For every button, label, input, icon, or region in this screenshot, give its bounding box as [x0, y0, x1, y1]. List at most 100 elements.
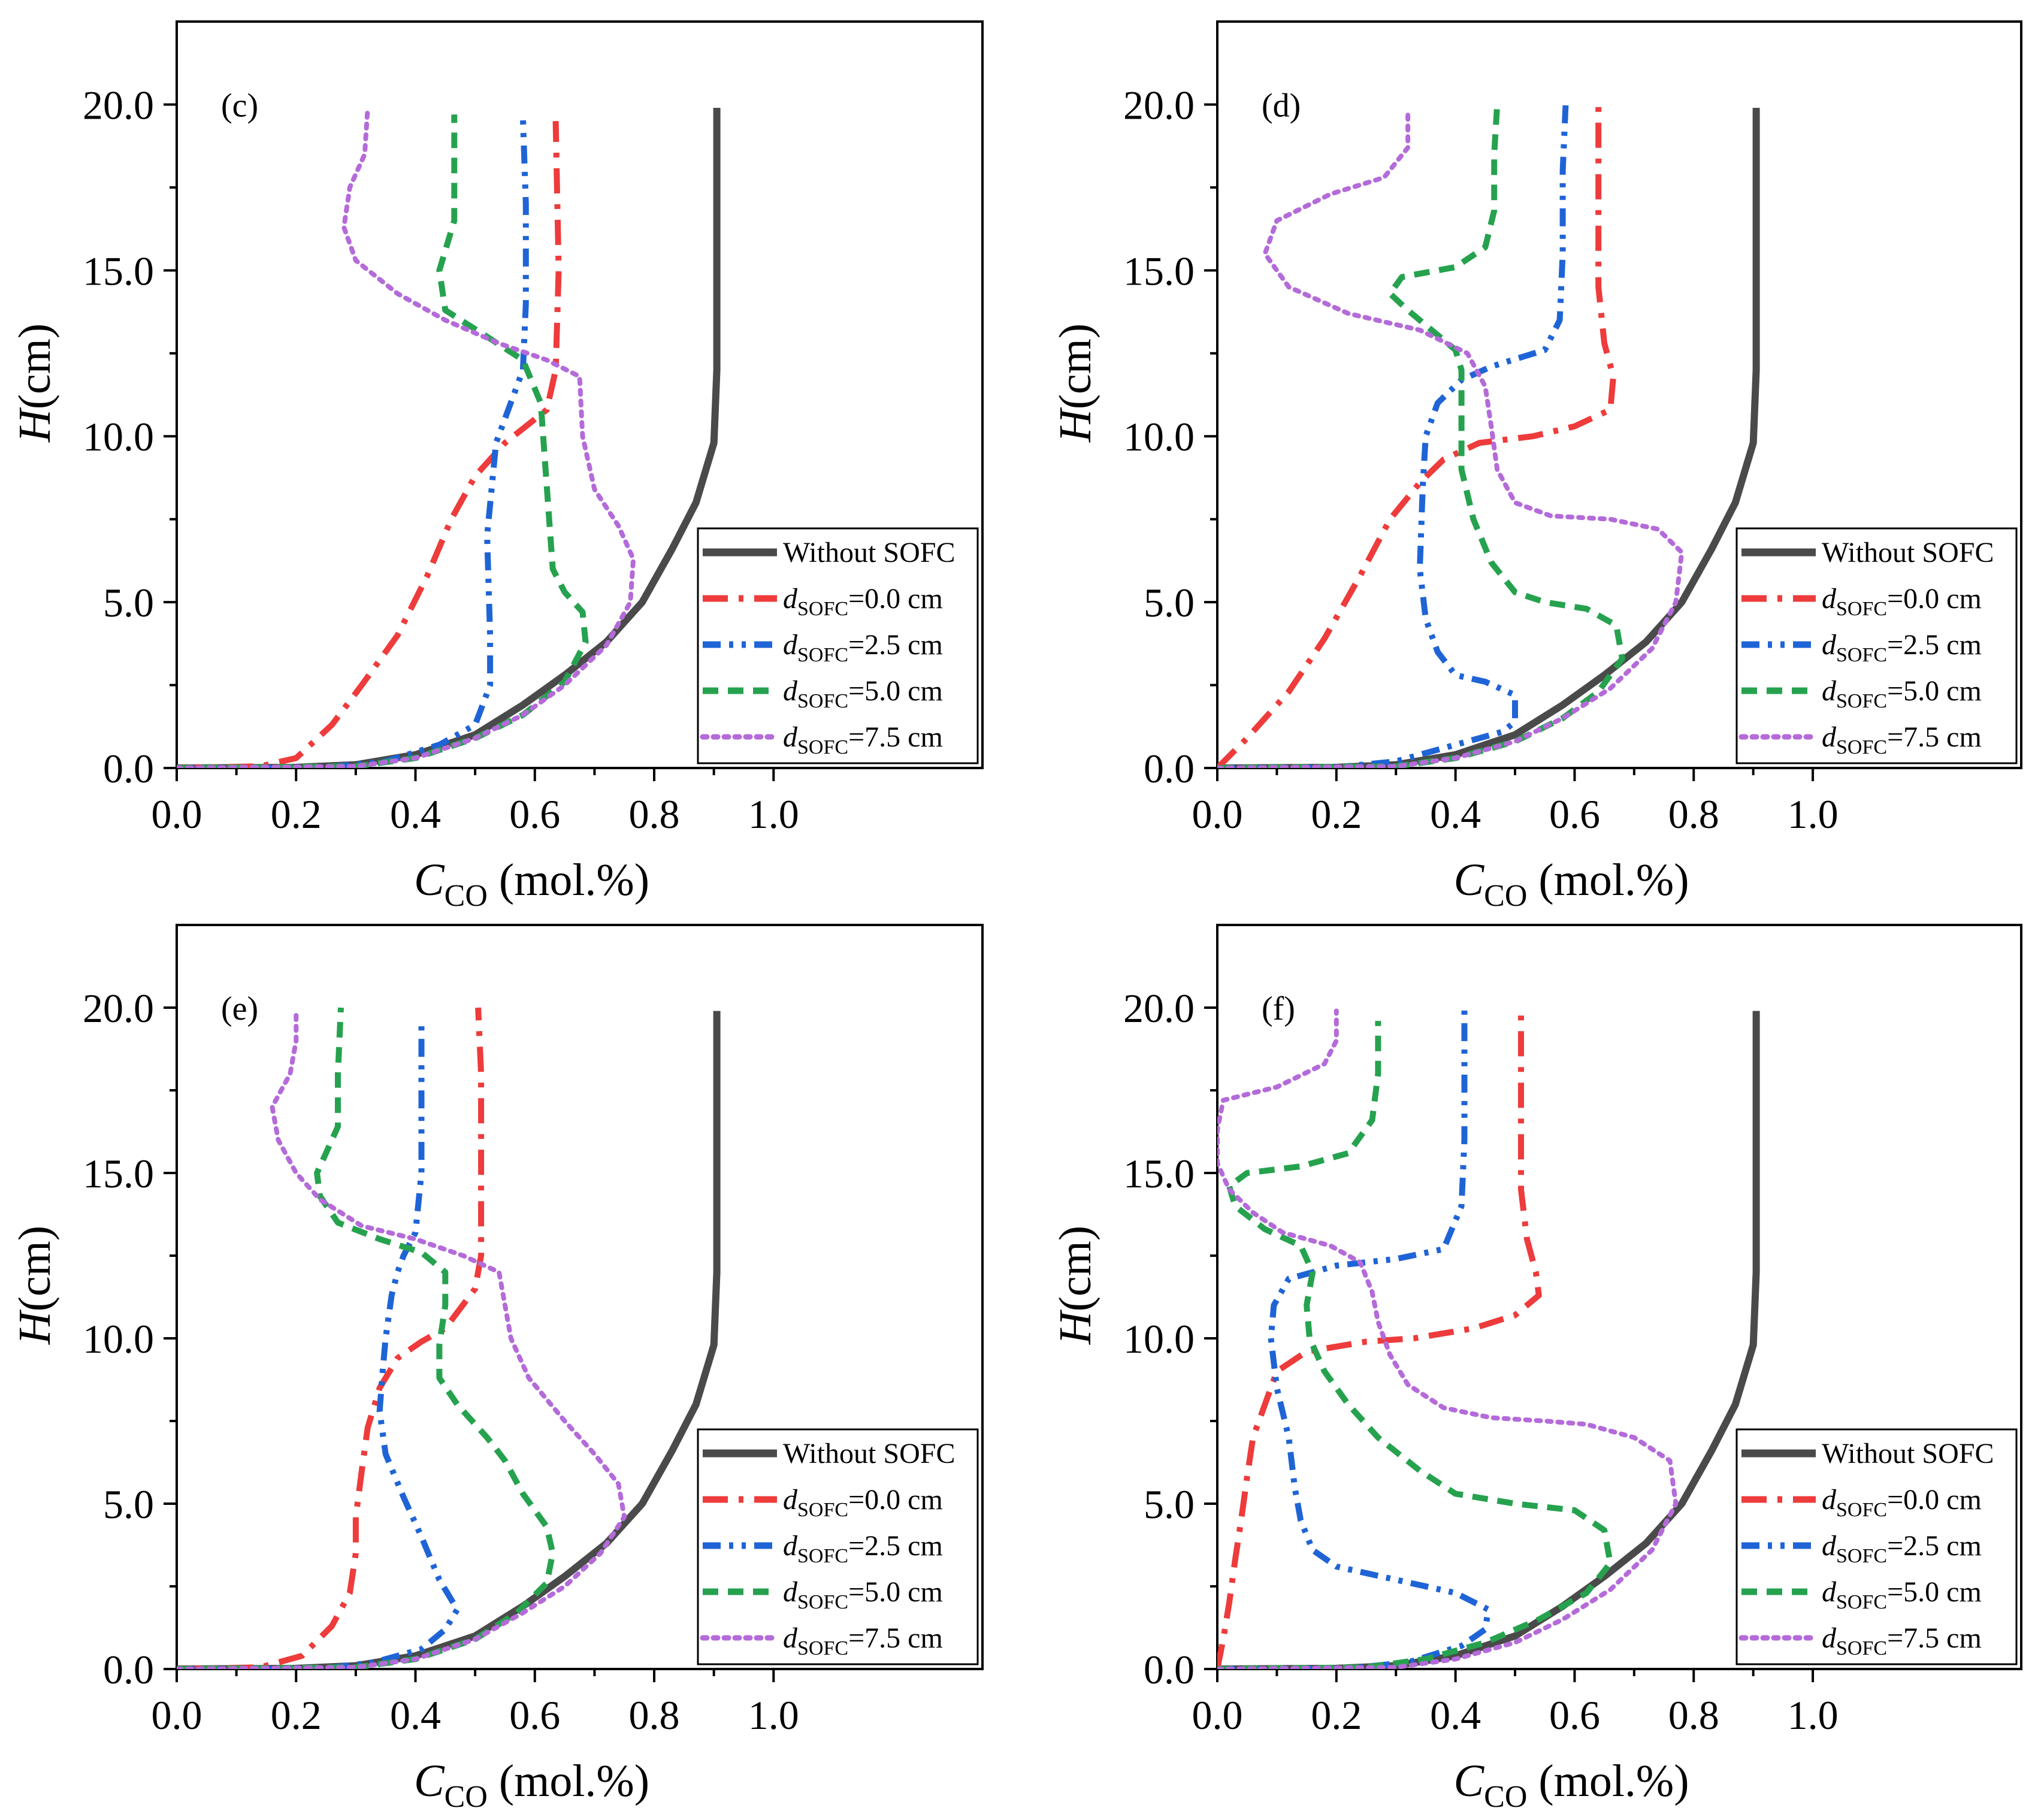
- y-tick-label: 15.0: [1123, 1151, 1195, 1196]
- x-tick-label: 0.4: [1430, 791, 1481, 837]
- y-tick-label: 10.0: [83, 1316, 154, 1362]
- legend-label: dSOFC=2.5 cm: [783, 629, 943, 666]
- y-tick-label: 10.0: [1123, 414, 1195, 459]
- legend-label: dSOFC=7.5 cm: [783, 721, 943, 758]
- y-axis-label: H(cm): [10, 1226, 60, 1345]
- legend-label: dSOFC=7.5 cm: [1822, 1622, 1982, 1659]
- y-tick-label: 15.0: [83, 248, 154, 294]
- series-line: [1217, 104, 1625, 768]
- series-line: [1217, 108, 1760, 768]
- series-line: [1217, 1008, 1542, 1669]
- y-tick-label: 5.0: [103, 1482, 154, 1527]
- x-tick-label: 0.6: [1549, 1692, 1600, 1738]
- x-tick-label: 1.0: [748, 791, 799, 837]
- legend-label: dSOFC=0.0 cm: [783, 1484, 943, 1521]
- x-tick-label: 0.2: [1311, 1692, 1362, 1738]
- series-line: [1217, 104, 1617, 768]
- legend: Without SOFC dSOFC=0.0 cm dSOFC=2.5 cm dSOF…: [1735, 527, 2018, 764]
- legend-label: dSOFC=0.0 cm: [1822, 1484, 1982, 1521]
- x-tick-label: 0.8: [1668, 1692, 1719, 1738]
- legend-frame: [697, 1428, 979, 1665]
- series-line: [177, 1007, 556, 1669]
- panel-label: (d): [1262, 87, 1301, 124]
- series-line: [1217, 1008, 1679, 1669]
- x-tick-label: 0.2: [271, 1692, 322, 1738]
- y-tick-label: 0.0: [1144, 746, 1195, 791]
- y-tick-label: 0.0: [103, 1647, 154, 1692]
- legend-label: Without SOFC: [1822, 1438, 1994, 1470]
- legend: Without SOFC dSOFC=0.0 cm dSOFC=2.5 cm dSOF…: [1735, 1428, 2018, 1665]
- series-line: [177, 108, 721, 768]
- y-tick-label: 10.0: [83, 414, 154, 459]
- series-line: [1217, 1008, 1492, 1669]
- series-line: [1217, 108, 1685, 768]
- plot-frame: [1216, 924, 2022, 1670]
- series-line: [177, 117, 529, 768]
- legend-label: Without SOFC: [783, 1438, 955, 1470]
- y-tick-label: 20.0: [1123, 82, 1195, 128]
- y-tick-label: 5.0: [1144, 580, 1195, 625]
- x-tick-label: 0.4: [390, 1692, 441, 1738]
- y-tick-label: 15.0: [83, 1151, 154, 1196]
- x-tick-label: 1.0: [1788, 791, 1839, 837]
- legend-label: dSOFC=5.0 cm: [783, 1576, 943, 1613]
- series-line: [177, 1012, 627, 1669]
- x-tick-label: 0.6: [1549, 791, 1600, 837]
- x-tick-label: 0.0: [152, 791, 202, 837]
- y-tick-label: 20.0: [83, 82, 154, 128]
- series-line: [1217, 1011, 1760, 1669]
- y-tick-label: 20.0: [83, 985, 154, 1031]
- x-tick-label: 0.4: [1430, 1692, 1481, 1738]
- panel-e: 0.0 0.2 0.4 0.6 0.8 1.0 0.0 5.0 10.0 15.0 20.0 (e) C…: [10, 924, 984, 1814]
- plot-frame: [1216, 20, 2022, 769]
- y-tick-label: 0.0: [103, 746, 154, 791]
- panel-f: 0.0 0.2 0.4 0.6 0.8 1.0 0.0 5.0 10.0 15.0 20.0 (f) C…: [1050, 924, 2022, 1814]
- y-tick-label: 10.0: [1123, 1316, 1195, 1362]
- series-line: [1217, 104, 1569, 768]
- x-axis-label: CCO (mol.%): [414, 855, 649, 913]
- y-axis-label: H(cm): [1050, 324, 1100, 443]
- x-tick-label: 0.8: [629, 791, 680, 837]
- legend-label: dSOFC=2.5 cm: [783, 1530, 943, 1567]
- y-tick-label: 0.0: [1144, 1647, 1195, 1692]
- panel-label: (e): [221, 990, 258, 1027]
- panel-d: 0.0 0.2 0.4 0.6 0.8 1.0 0.0 5.0 10.0 15.0 20.0 (d) C…: [1050, 20, 2022, 913]
- x-tick-label: 0.8: [1668, 791, 1719, 837]
- legend: Without SOFC dSOFC=0.0 cm dSOFC=2.5 cm dSOF…: [697, 1428, 979, 1665]
- series-line: [177, 1007, 485, 1669]
- x-tick-label: 0.0: [1192, 791, 1243, 837]
- series-line: [1217, 1021, 1614, 1669]
- x-tick-label: 0.2: [1311, 791, 1362, 837]
- series-line: [177, 105, 636, 768]
- legend-label: dSOFC=7.5 cm: [1822, 721, 1982, 758]
- series-line: [177, 120, 562, 768]
- plot-frame: [176, 924, 984, 1670]
- y-tick-label: 15.0: [1123, 248, 1195, 294]
- legend-label: dSOFC=5.0 cm: [783, 675, 943, 712]
- legend-label: dSOFC=2.5 cm: [1822, 629, 1982, 666]
- series-line: [177, 1011, 721, 1669]
- legend-label: dSOFC=0.0 cm: [783, 583, 943, 620]
- x-tick-label: 0.8: [629, 1692, 680, 1738]
- x-axis-label: CCO (mol.%): [1453, 1756, 1689, 1814]
- y-tick-label: 20.0: [1123, 985, 1195, 1031]
- legend-label: dSOFC=0.0 cm: [1822, 583, 1982, 620]
- x-tick-label: 0.2: [271, 791, 322, 837]
- legend: Without SOFC dSOFC=0.0 cm dSOFC=2.5 cm dSOF…: [697, 527, 979, 764]
- legend-label: dSOFC=5.0 cm: [1822, 1576, 1982, 1613]
- panel-c: 0.0 0.2 0.4 0.6 0.8 1.0 0.0 5.0 10.0 15.0 20.0 (c) C…: [10, 20, 984, 913]
- y-axis-label: H(cm): [1050, 1226, 1100, 1345]
- legend-label: dSOFC=2.5 cm: [1822, 1530, 1982, 1567]
- x-axis-label: CCO (mol.%): [1453, 855, 1689, 913]
- y-tick-label: 5.0: [103, 580, 154, 625]
- x-tick-label: 0.6: [509, 791, 560, 837]
- panel-label: (f): [1262, 990, 1295, 1027]
- x-tick-label: 1.0: [748, 1692, 799, 1738]
- x-tick-label: 0.0: [1192, 1692, 1243, 1738]
- y-tick-label: 5.0: [1144, 1482, 1195, 1527]
- x-tick-label: 1.0: [1788, 1692, 1839, 1738]
- x-tick-label: 0.4: [390, 791, 441, 837]
- legend-label: Without SOFC: [1822, 537, 1994, 569]
- x-axis-label: CCO (mol.%): [414, 1756, 649, 1814]
